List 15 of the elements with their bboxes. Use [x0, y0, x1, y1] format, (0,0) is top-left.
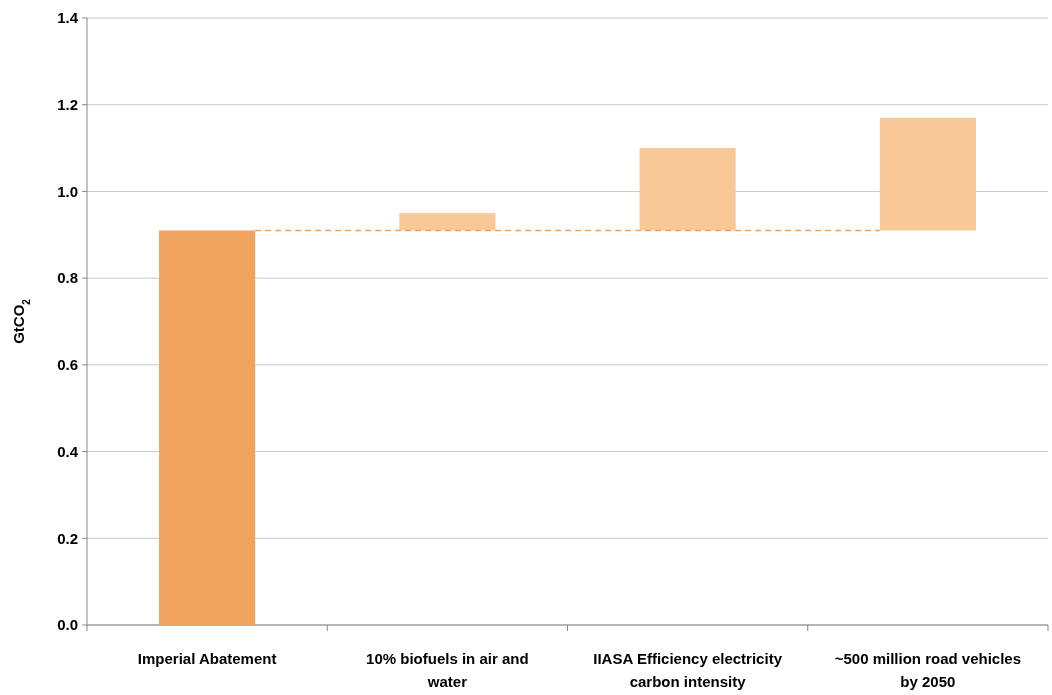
y-tick-label: 0.8: [57, 269, 78, 287]
bar: [879, 117, 976, 231]
y-tick-label: 1.4: [57, 9, 79, 27]
y-tick-label: 0.0: [57, 616, 78, 634]
y-tick-label: 0.2: [57, 529, 78, 547]
x-tick-label: ~500 million road vehicles by 2050: [834, 650, 1022, 690]
y-tick-label: 0.4: [57, 442, 79, 460]
y-tick-label: 0.6: [57, 356, 78, 374]
bar: [399, 213, 496, 231]
y-tick-label: 1.0: [57, 182, 78, 200]
x-tick-label: Imperial Abatement: [137, 650, 277, 667]
x-tick-label: IIASA Efficiency electricity carbon intensity: [593, 650, 783, 690]
x-tick-label: 10% biofuels in air and water: [366, 650, 529, 690]
y-tick-label: 1.2: [57, 95, 78, 113]
bar: [639, 148, 736, 231]
